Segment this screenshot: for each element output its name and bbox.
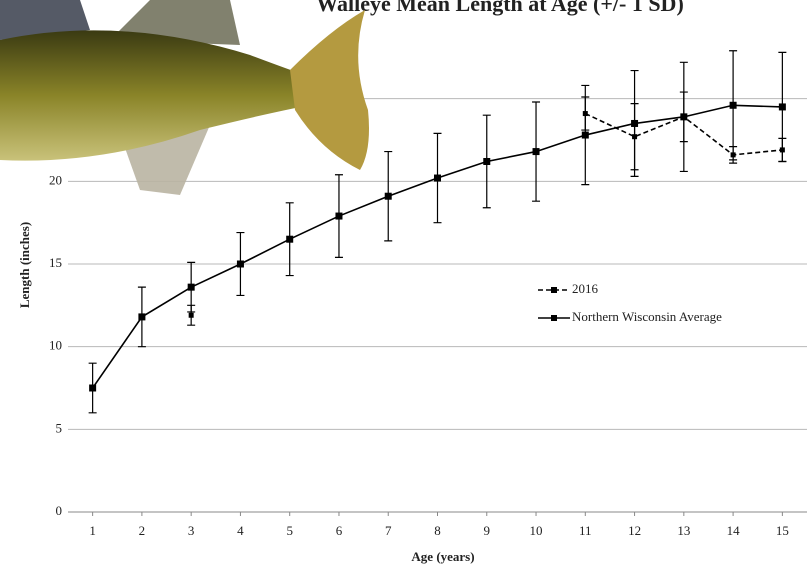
- legend: 2016 Northern Wisconsin Average: [538, 281, 722, 324]
- data-point: [335, 212, 343, 220]
- x-tick-label: 14: [727, 523, 741, 538]
- y-axis-label: Length (inches): [17, 222, 32, 308]
- x-tick-label: 10: [530, 523, 543, 538]
- x-tick-label: 9: [484, 523, 491, 538]
- data-point: [138, 313, 146, 321]
- x-tick-label: 6: [336, 523, 343, 538]
- legend-marker: [551, 287, 557, 293]
- y-tick-label: 5: [56, 420, 63, 435]
- x-tick-label: 4: [237, 523, 244, 538]
- x-tick-label: 5: [286, 523, 293, 538]
- x-tick-label: 15: [776, 523, 789, 538]
- x-tick-label: 11: [579, 523, 592, 538]
- legend-label: 2016: [572, 281, 599, 296]
- x-tick-label: 1: [89, 523, 96, 538]
- y-tick-label: 20: [49, 172, 62, 187]
- x-axis-label: Age (years): [411, 549, 474, 564]
- data-point: [680, 113, 688, 121]
- fish-image: [0, 0, 369, 195]
- data-point: [188, 312, 194, 318]
- x-tick-label: 13: [677, 523, 690, 538]
- data-point: [581, 131, 589, 139]
- y-tick-label: 0: [56, 503, 63, 518]
- x-tick-label: 2: [139, 523, 146, 538]
- legend-marker: [551, 315, 557, 321]
- data-point: [532, 148, 540, 156]
- y-tick-label: 10: [49, 338, 62, 353]
- x-tick-label: 12: [628, 523, 641, 538]
- data-point: [236, 260, 244, 268]
- legend-label: Northern Wisconsin Average: [572, 309, 722, 324]
- x-tick-label: 8: [434, 523, 441, 538]
- data-point: [483, 157, 491, 165]
- x-tick-label: 3: [188, 523, 195, 538]
- data-point: [187, 283, 195, 291]
- data-point: [631, 119, 639, 127]
- data-point: [778, 103, 786, 111]
- data-point: [729, 101, 737, 109]
- y-tick-label: 15: [49, 255, 62, 270]
- x-tick-label: 7: [385, 523, 392, 538]
- data-point: [384, 192, 392, 200]
- chart-title: Walleye Mean Length at Age (+/- 1 SD): [316, 0, 684, 16]
- data-point: [434, 174, 441, 182]
- data-point: [89, 384, 97, 392]
- data-point: [286, 235, 294, 243]
